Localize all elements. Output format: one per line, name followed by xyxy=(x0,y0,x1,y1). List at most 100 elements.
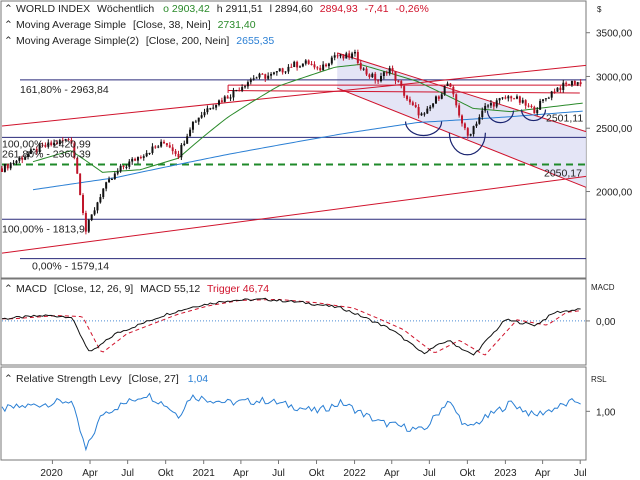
collapse-icon[interactable]: ⌃ xyxy=(4,373,13,385)
candle-body xyxy=(434,96,437,104)
candle-body xyxy=(484,105,487,111)
candle-body xyxy=(122,165,125,168)
collapse-icon[interactable]: ⌃ xyxy=(4,3,13,15)
candle-body xyxy=(24,157,27,160)
candle-body xyxy=(432,103,435,107)
candle-body xyxy=(183,143,186,145)
candle-body xyxy=(472,126,475,135)
candle-body xyxy=(466,128,469,136)
collapse-icon[interactable]: ⌃ xyxy=(4,19,13,31)
annotation-2050: 2050,17 xyxy=(544,167,582,179)
candle-body xyxy=(119,165,122,172)
candle-body xyxy=(275,71,278,73)
candle-body xyxy=(547,97,550,99)
candle-body xyxy=(449,83,452,87)
candle-body xyxy=(70,139,73,144)
candle-body xyxy=(542,99,545,101)
rsl-value: 1,04 xyxy=(188,373,209,385)
candle-body xyxy=(498,98,501,101)
x-tick-label: Okt xyxy=(309,468,325,479)
macd-trigger-line xyxy=(2,298,581,356)
candle-body xyxy=(518,96,521,103)
candle-body xyxy=(102,188,105,198)
change-percent: -0,26% xyxy=(396,3,429,15)
candle-body xyxy=(90,214,93,221)
candle-body xyxy=(325,64,328,67)
candle-body xyxy=(165,143,168,146)
candle-body xyxy=(64,139,67,141)
svg-text:MACD [Close, 12, 26, 9]: MACD [Close, 12, 26, 9] MACD 55,12 Trigg… xyxy=(16,283,269,295)
low-value: l 2894,60 xyxy=(270,3,313,15)
candle-body xyxy=(110,179,113,181)
candle-body xyxy=(171,147,174,152)
currency-symbol: $ xyxy=(597,5,602,14)
candle-body xyxy=(377,80,380,82)
candle-body xyxy=(362,68,365,70)
candle-body xyxy=(217,100,220,105)
candle-body xyxy=(189,129,192,137)
candle-body xyxy=(186,136,189,144)
candle-body xyxy=(261,73,264,75)
candle-body xyxy=(168,145,171,148)
collapse-icon[interactable]: ⌃ xyxy=(4,283,13,295)
y-tick-label: 3500,00 xyxy=(596,29,633,40)
ma200-value: 2655,35 xyxy=(236,35,274,47)
candle-body xyxy=(345,53,348,59)
candle-body xyxy=(426,108,429,114)
candle-body xyxy=(87,220,90,232)
macd-side-label: MACD xyxy=(591,283,615,292)
candle-body xyxy=(272,72,275,74)
macd-value: MACD 55,12 xyxy=(140,283,200,295)
candle-body xyxy=(391,68,394,72)
candle-body xyxy=(96,202,99,211)
candle-body xyxy=(298,66,301,68)
candle-body xyxy=(319,67,322,71)
candle-body xyxy=(215,104,218,108)
right-shoulder-arc-2 xyxy=(520,109,547,122)
high-value: h 2911,51 xyxy=(217,3,263,15)
candle-body xyxy=(151,146,154,153)
candle-body xyxy=(388,68,391,74)
candle-body xyxy=(368,74,371,78)
candle-body xyxy=(212,107,215,109)
candle-body xyxy=(142,156,145,158)
candle-body xyxy=(443,86,446,95)
svg-text:Moving Average Simple [Clo: Moving Average Simple [Close, 38, Nein] … xyxy=(16,19,256,31)
x-tick-label: Apr xyxy=(233,468,249,479)
candle-body xyxy=(420,113,423,116)
candle-body xyxy=(342,54,345,59)
candle-body xyxy=(116,171,119,174)
candle-body xyxy=(478,117,481,124)
candle-body xyxy=(157,146,160,148)
x-tick-label: 2023 xyxy=(494,468,517,479)
candle-body xyxy=(223,96,226,102)
candle-body xyxy=(452,86,455,95)
x-tick-label: 2022 xyxy=(343,468,366,479)
fib-label-0: 0,00% - 1579,14 xyxy=(32,261,109,273)
candle-body xyxy=(41,144,44,146)
ma38-label: Moving Average Simple xyxy=(16,19,126,31)
ma200-label: Moving Average Simple(2) xyxy=(16,35,139,47)
candle-body xyxy=(27,153,30,158)
head-arc xyxy=(448,132,486,156)
candle-body xyxy=(58,140,61,145)
candle-body xyxy=(293,61,296,68)
candle-body xyxy=(12,162,15,164)
open-value: o 2903,42 xyxy=(163,3,210,15)
fib-label-upper-100: 100,00% - 2420,99 xyxy=(2,138,91,150)
candle-body xyxy=(316,67,319,69)
candle-body xyxy=(469,134,472,136)
candle-body xyxy=(385,72,388,74)
candle-body xyxy=(235,90,238,92)
candle-body xyxy=(139,157,142,159)
candle-body xyxy=(258,73,261,78)
candle-body xyxy=(244,86,247,88)
candle-body xyxy=(475,123,478,127)
candle-body xyxy=(559,87,562,90)
candle-body xyxy=(131,158,134,162)
candle-body xyxy=(108,179,111,183)
candle-body xyxy=(270,73,273,76)
ma200-line xyxy=(32,110,583,191)
collapse-icon[interactable]: ⌃ xyxy=(4,35,13,47)
candle-body xyxy=(570,80,573,86)
